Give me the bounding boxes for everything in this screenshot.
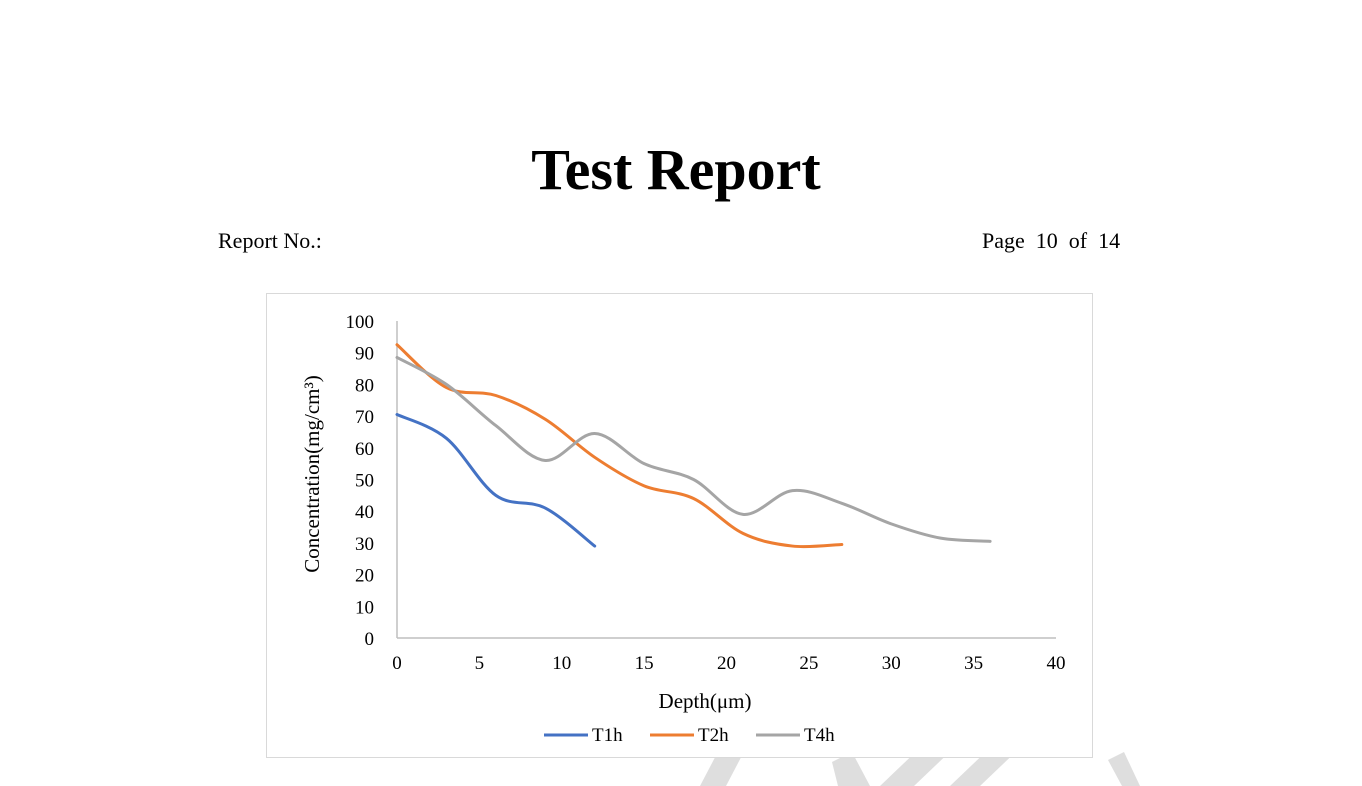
y-tick-label: 70 [355, 407, 374, 428]
y-tick-label: 30 [355, 534, 374, 555]
report-title: Test Report [531, 137, 821, 202]
series-line-t1h [395, 413, 597, 548]
chart-legend: T1h T2h T4h [544, 725, 835, 746]
legend-label-t2h: T2h [698, 725, 729, 746]
x-tick-label: 15 [635, 653, 654, 674]
y-axis-title: Concentration(mg/cm³) [300, 375, 324, 573]
y-tick-label: 50 [355, 471, 374, 492]
x-tick-labels: 0 5 10 15 20 25 30 35 40 [392, 653, 1065, 674]
series-line-t4h [395, 355, 992, 543]
y-tick-labels: 0 10 20 30 40 50 60 70 80 90 100 [346, 312, 375, 650]
x-tick-label: 30 [882, 653, 901, 674]
x-tick-label: 25 [799, 653, 818, 674]
y-tick-label: 80 [355, 375, 374, 396]
page-total: 14 [1098, 228, 1121, 253]
y-tick-label: 60 [355, 439, 374, 460]
page-number: 10 [1035, 228, 1058, 253]
of-word: of [1068, 228, 1088, 253]
x-tick-label: 10 [552, 653, 571, 674]
chart-frame [266, 293, 1093, 758]
report-number-label: Report No.: [218, 228, 322, 253]
y-tick-label: 100 [346, 312, 375, 333]
x-tick-label: 35 [964, 653, 983, 674]
x-tick-label: 0 [392, 653, 402, 674]
legend-label-t4h: T4h [804, 725, 835, 746]
y-tick-label: 20 [355, 566, 374, 587]
y-tick-label: 10 [355, 597, 374, 618]
page-indicator: Page 10 of 14 [982, 227, 1120, 255]
y-tick-label: 40 [355, 502, 374, 523]
x-tick-label: 20 [717, 653, 736, 674]
x-axis-title: Depth(μm) [659, 689, 752, 713]
page-word: Page [982, 228, 1025, 253]
legend-label-t1h: T1h [592, 725, 623, 746]
chart-axes [396, 321, 1056, 639]
x-tick-label: 5 [475, 653, 485, 674]
y-tick-label: 90 [355, 344, 374, 365]
series-line-t2h [395, 343, 844, 549]
y-tick-label: 0 [365, 629, 375, 650]
x-tick-label: 40 [1047, 653, 1066, 674]
chart-series [395, 343, 992, 549]
